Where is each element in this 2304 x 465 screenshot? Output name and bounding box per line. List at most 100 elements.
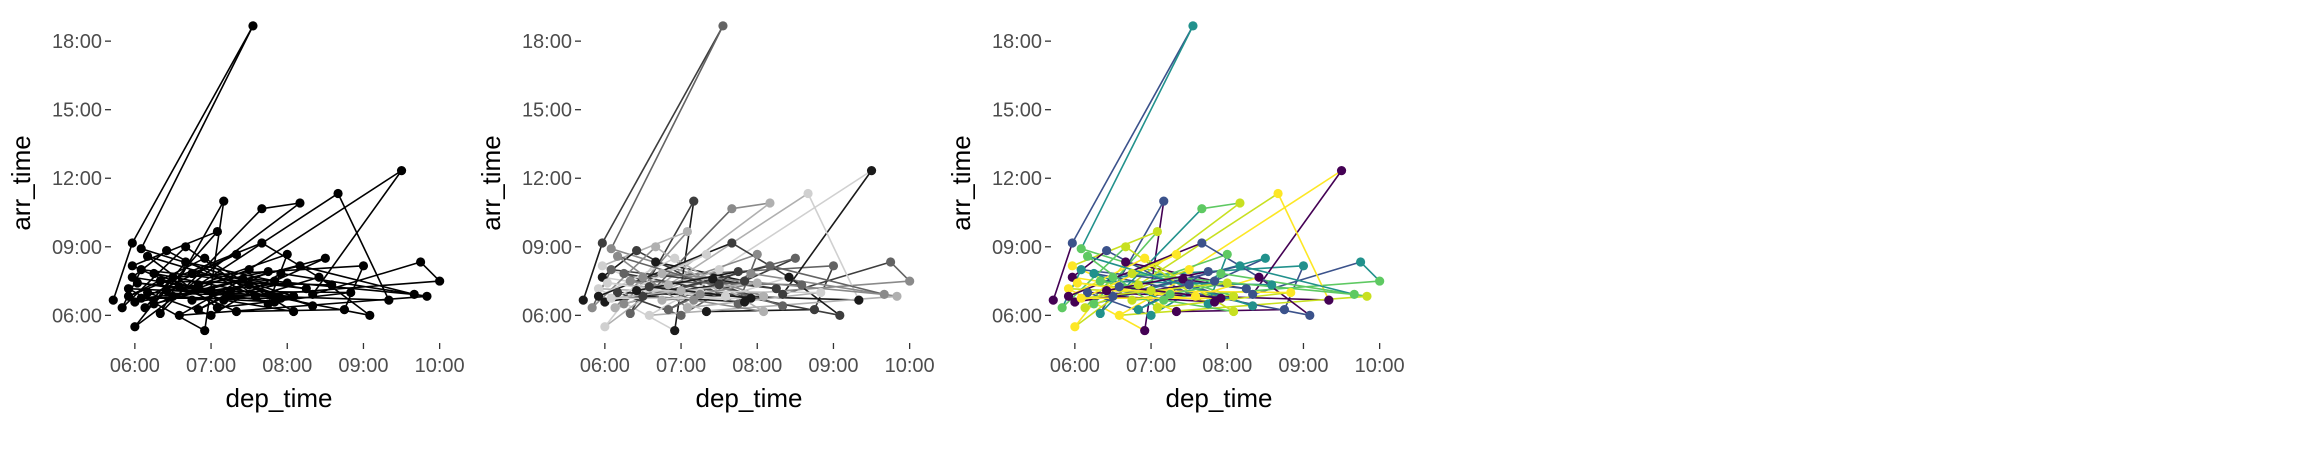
data-point xyxy=(682,226,693,237)
data-point xyxy=(866,166,877,176)
data-point xyxy=(625,276,635,286)
data-point xyxy=(1273,188,1283,199)
data-point xyxy=(1076,244,1086,254)
data-point xyxy=(619,268,629,279)
data-point xyxy=(1356,257,1366,267)
data-point xyxy=(1190,291,1201,301)
data-point xyxy=(295,261,305,271)
data-point xyxy=(130,322,140,332)
path-segment xyxy=(648,278,714,317)
x-tick-label: 07:00 xyxy=(186,355,236,377)
x-tick-label: 08:00 xyxy=(732,355,782,377)
path-segment xyxy=(1131,272,1355,296)
data-point xyxy=(1095,276,1105,286)
data-point xyxy=(308,301,318,311)
y-tick-label: 18:00 xyxy=(522,31,572,53)
data-point xyxy=(212,226,223,237)
data-point xyxy=(632,285,642,296)
x-tick-label: 06:00 xyxy=(110,355,160,377)
chart-panel-2: 06:00 09:00 12:00 15:00 18:00 06:00 07:00 08:00… xyxy=(476,21,935,413)
data-point xyxy=(1241,284,1251,294)
path-segment xyxy=(699,282,758,296)
data-point xyxy=(422,291,432,301)
data-point xyxy=(225,289,235,299)
data-point xyxy=(1057,303,1067,313)
path-segment xyxy=(1125,261,1215,282)
path-segment xyxy=(623,272,840,317)
data-point xyxy=(295,198,305,208)
data-point xyxy=(1305,310,1315,320)
data-point xyxy=(1229,306,1239,317)
data-point xyxy=(231,249,242,260)
path-segment xyxy=(1087,255,1158,309)
data-point xyxy=(219,295,229,305)
data-point xyxy=(752,249,762,260)
data-point xyxy=(701,306,712,317)
data-point xyxy=(248,21,258,31)
data-point xyxy=(346,287,356,298)
path-segment xyxy=(598,257,676,298)
data-point xyxy=(1089,268,1099,279)
data-point xyxy=(1248,301,1258,311)
data-point xyxy=(127,238,137,248)
data-point xyxy=(1349,289,1359,299)
data-point xyxy=(155,308,165,319)
data-point xyxy=(1159,295,1169,305)
data-point xyxy=(1229,291,1239,301)
path-segment xyxy=(140,25,254,250)
data-point xyxy=(1298,261,1309,271)
path-segment xyxy=(668,253,758,286)
data-point xyxy=(606,293,616,303)
data-point xyxy=(1267,280,1277,290)
path-segment xyxy=(693,299,764,313)
data-point xyxy=(1127,295,1137,305)
data-point xyxy=(257,238,267,248)
data-point xyxy=(320,253,330,263)
path-segment xyxy=(299,265,415,296)
data-point xyxy=(739,276,750,286)
path-segment xyxy=(1080,25,1194,250)
y-tick-label: 09:00 xyxy=(52,237,102,259)
data-point xyxy=(162,245,172,256)
data-point xyxy=(206,310,216,320)
chart-panel-1: 06:00 09:00 12:00 15:00 18:00 06:00 07:00 08:00… xyxy=(6,21,465,413)
series-points xyxy=(578,21,915,336)
data-point xyxy=(644,282,654,292)
path-segment xyxy=(617,255,688,309)
data-point xyxy=(308,289,318,299)
chart-panel-3: 06:00 09:00 12:00 15:00 18:00 06:00 07:00 08:00… xyxy=(946,21,1405,413)
path-segment xyxy=(718,169,872,271)
data-point xyxy=(828,261,839,271)
x-tick-label: 10:00 xyxy=(1355,355,1405,377)
path-segment xyxy=(1239,265,1355,296)
x-tick-label: 08:00 xyxy=(1202,355,1252,377)
data-point xyxy=(682,303,693,313)
data-point xyxy=(718,21,728,31)
data-point xyxy=(676,285,686,296)
data-point xyxy=(695,289,705,299)
path-segment xyxy=(178,278,244,317)
path-segment xyxy=(261,202,301,210)
data-point xyxy=(206,285,216,296)
data-point xyxy=(1146,310,1156,320)
data-point xyxy=(132,278,142,288)
path-segment xyxy=(1163,299,1234,313)
data-point xyxy=(231,306,242,317)
data-point xyxy=(1197,204,1207,214)
data-point xyxy=(593,284,604,294)
path-segment xyxy=(601,25,724,244)
data-point xyxy=(651,257,661,267)
data-point xyxy=(578,295,588,305)
data-point xyxy=(778,289,788,299)
path-segment xyxy=(604,202,771,328)
data-point xyxy=(1235,198,1245,208)
data-point xyxy=(797,280,807,290)
data-point xyxy=(409,289,419,299)
path-segment xyxy=(667,192,809,286)
data-point xyxy=(140,303,150,313)
data-point xyxy=(701,249,712,260)
data-point xyxy=(1216,268,1226,279)
data-point xyxy=(610,303,620,313)
path-segment xyxy=(153,272,370,317)
